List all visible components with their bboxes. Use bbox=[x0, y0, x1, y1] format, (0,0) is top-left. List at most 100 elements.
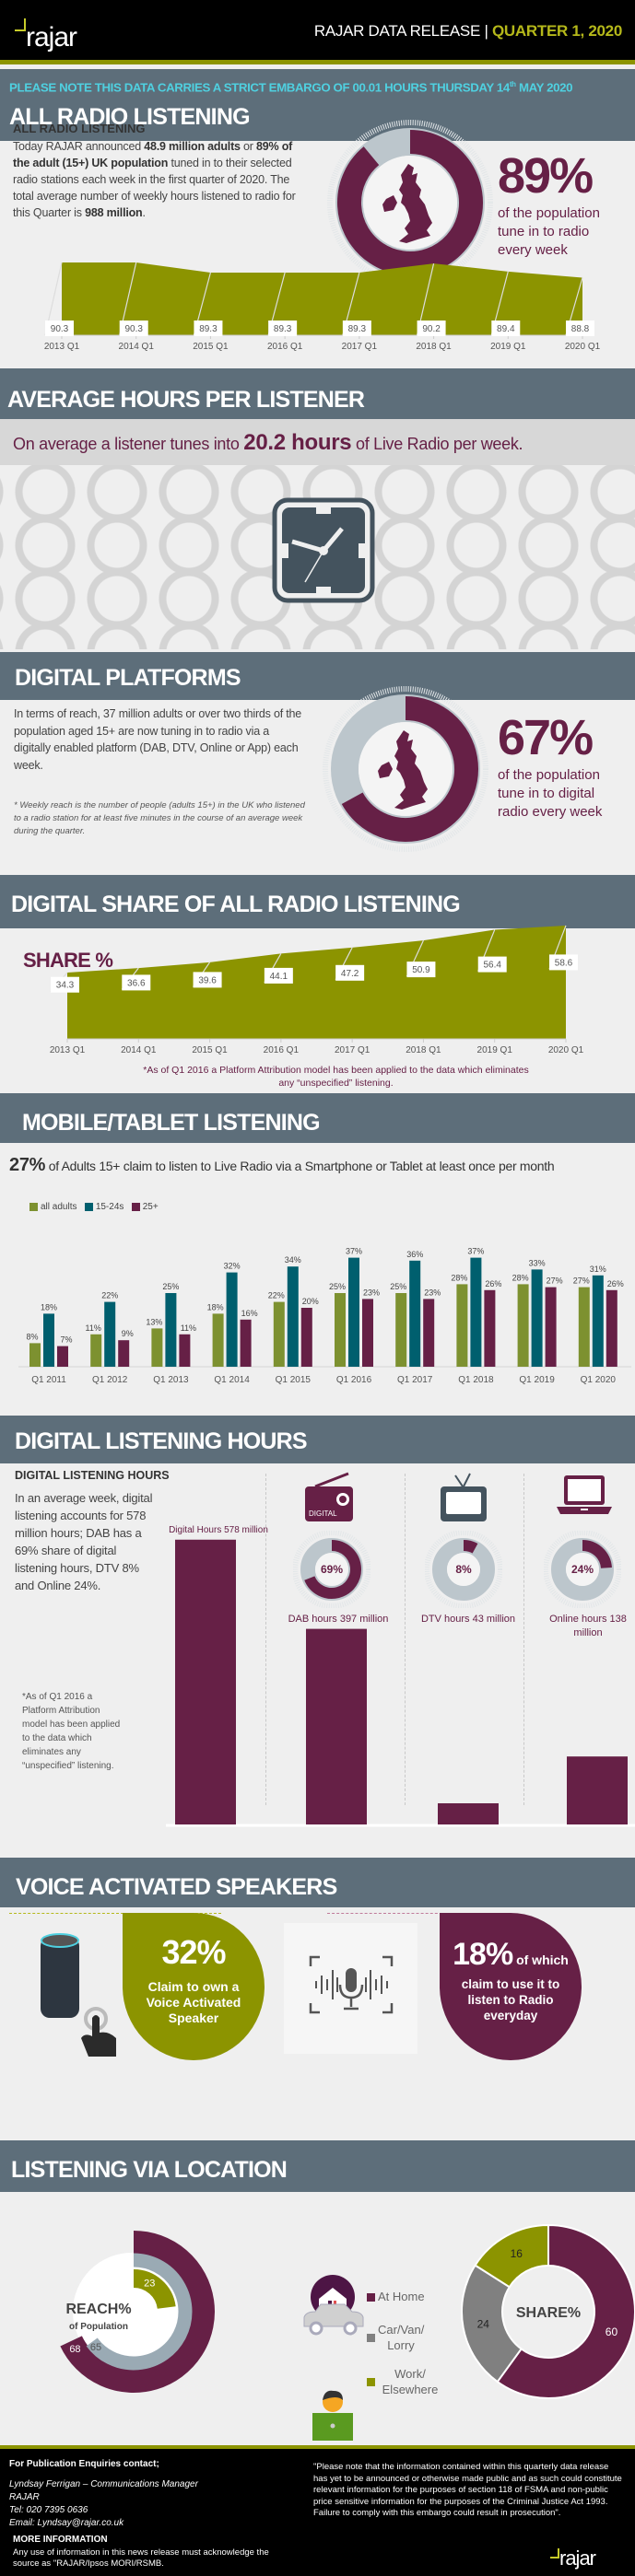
bar-value-label: 8% bbox=[26, 1332, 38, 1341]
ring-texture bbox=[323, 686, 488, 852]
hours-bar bbox=[306, 1628, 367, 1824]
bar-value-label: 37% bbox=[346, 1247, 362, 1256]
data-label-box bbox=[342, 321, 371, 336]
divider-olive bbox=[9, 1913, 221, 1914]
contact-tel[interactable]: Tel: 020 7395 0636 bbox=[9, 2505, 88, 2515]
x-tick-label: Q1 2016 bbox=[336, 1375, 372, 1385]
bar-value-label: 18% bbox=[41, 1302, 57, 1311]
bar-25- bbox=[300, 1308, 312, 1367]
average-hours-strip: On average a listener tunes into 20.2 ho… bbox=[0, 419, 635, 465]
digital-reach-caption: of the population tune in to digital rad… bbox=[498, 767, 603, 820]
bar-all-adults bbox=[578, 1287, 590, 1367]
hours-label: Online hours 138 bbox=[549, 1614, 627, 1625]
bar-legend: all adults 15-24s 25+ bbox=[29, 1202, 159, 1212]
location-share-chart: 60 24 16 SHARE% bbox=[461, 2223, 635, 2399]
bar-value-label: 18% bbox=[207, 1302, 224, 1311]
tv-icon bbox=[441, 1473, 487, 1521]
bar-15-24s bbox=[531, 1269, 543, 1367]
reach-arc-work-elsewhere bbox=[133, 2269, 176, 2310]
bar-25- bbox=[545, 1287, 557, 1367]
header: rajar RAJAR DATA RELEASE | QUARTER 1, 20… bbox=[0, 0, 635, 64]
digital-hours-footnote: *As of Q1 2016 a Platform Attribution mo… bbox=[22, 1692, 121, 1771]
bar-15-24s bbox=[470, 1257, 482, 1367]
section-band-digital-hours: DIGITAL LISTENING HOURS bbox=[0, 1416, 635, 1463]
data-label: 44.1 bbox=[270, 972, 288, 982]
bar-25- bbox=[362, 1299, 373, 1367]
more-info-heading: MORE INFORMATION bbox=[13, 2535, 108, 2545]
section-title: DIGITAL PLATFORMS bbox=[15, 665, 241, 691]
logo-mark-icon bbox=[15, 18, 26, 31]
x-tick-label: 2015 Q1 bbox=[193, 342, 229, 352]
highlight-hours: 988 million bbox=[85, 206, 143, 219]
share-slice-work-elsewhere bbox=[474, 2223, 549, 2289]
bar-15-24s bbox=[592, 1275, 604, 1367]
bar-value-label: 32% bbox=[224, 1262, 241, 1271]
section-title: MOBILE/TABLET LISTENING bbox=[22, 1110, 321, 1136]
legend-label: all adults bbox=[41, 1202, 77, 1212]
bar-value-label: 26% bbox=[607, 1279, 624, 1288]
bar-value-label: 22% bbox=[101, 1291, 118, 1300]
x-tick-label: Q1 2018 bbox=[458, 1375, 494, 1385]
bar-15-24s bbox=[287, 1266, 299, 1367]
embargo-text-end: MAY 2020 bbox=[515, 80, 573, 95]
bar-value-label: 33% bbox=[529, 1258, 546, 1267]
section-band-digital-share: DIGITAL SHARE OF ALL RADIO LISTENING bbox=[0, 875, 635, 928]
hours-label-cont: million bbox=[573, 1627, 602, 1638]
section-title: AVERAGE HOURS PER LISTENER bbox=[7, 387, 365, 413]
footer: For Publication Enquiries contact; Lynds… bbox=[0, 2445, 635, 2576]
data-label-box bbox=[193, 972, 222, 988]
data-label-box bbox=[491, 321, 521, 336]
bar-15-24s bbox=[348, 1257, 359, 1367]
legend-item-25-plus: 25+ bbox=[131, 1202, 159, 1212]
data-label-box bbox=[51, 976, 79, 993]
data-label: 90.3 bbox=[124, 324, 143, 334]
hours-value: 20.2 hours bbox=[243, 430, 352, 455]
section-title: LISTENING VIA LOCATION bbox=[11, 2157, 288, 2183]
embargo-notice: PLEASE NOTE THIS DATA CARRIES A STRICT E… bbox=[9, 80, 573, 95]
reach-arc-at-home bbox=[60, 2231, 215, 2393]
data-label: 58.6 bbox=[555, 958, 573, 968]
ring-texture bbox=[425, 1531, 502, 1608]
ring-center bbox=[566, 1553, 599, 1586]
bar-value-label: 7% bbox=[60, 1335, 72, 1345]
mobile-bar-chart: 8% 18% 7% Q1 2011 11% 22% 9% Q1 2012 13% 25% 11% Q1… bbox=[18, 1247, 631, 1385]
x-tick-label: Q1 2020 bbox=[581, 1375, 617, 1385]
share-title: SHARE% bbox=[516, 2305, 581, 2321]
all-radio-subheading: ALL RADIO LISTENING bbox=[13, 122, 146, 135]
bar-value-label: 36% bbox=[406, 1250, 423, 1259]
digital-share-area-chart: 2013 Q1 34.3 2014 Q1 36.6 2015 Q1 39.6 2016 Q1… bbox=[50, 925, 584, 1055]
x-tick-label: Q1 2015 bbox=[276, 1375, 312, 1385]
x-tick-label: 2013 Q1 bbox=[44, 342, 80, 352]
bar-all-adults bbox=[395, 1293, 407, 1367]
data-label-box bbox=[566, 321, 594, 336]
bar-25- bbox=[179, 1334, 191, 1367]
bar-15-24s bbox=[165, 1293, 177, 1367]
bar-value-label: 28% bbox=[451, 1273, 467, 1282]
logo-text: rajar bbox=[26, 22, 77, 52]
dab-share-donut: 69% bbox=[293, 1531, 370, 1608]
average-hours-statement: On average a listener tunes into 20.2 ho… bbox=[13, 430, 523, 456]
text: Today RAJAR announced bbox=[13, 140, 145, 153]
x-tick-label: 2016 Q1 bbox=[264, 1045, 300, 1055]
bar-15-24s bbox=[104, 1301, 116, 1367]
data-label-box bbox=[119, 321, 148, 336]
section-title: DIGITAL SHARE OF ALL RADIO LISTENING bbox=[11, 892, 461, 917]
digital-radio-icon: DIGITAL bbox=[305, 1472, 353, 1521]
footer-rajar-logo: rajar bbox=[550, 2547, 624, 2572]
legend-item-all-adults: all adults bbox=[29, 1202, 76, 1212]
own-speaker-text: Claim to own a Voice Activated Speaker bbox=[146, 1979, 241, 2025]
highlight-population: 89% of the adult (15+) UK population bbox=[13, 140, 293, 169]
data-label-box bbox=[45, 321, 74, 336]
divider-purple bbox=[327, 1913, 447, 1914]
bar-25- bbox=[484, 1289, 496, 1367]
share-value-label: 16 bbox=[511, 2247, 523, 2260]
hand-pointer-icon bbox=[81, 2015, 116, 2057]
data-label: 36.6 bbox=[127, 978, 146, 988]
legend-item-car: Car/Van/ Lorry bbox=[367, 2322, 424, 2353]
separator: | bbox=[484, 22, 488, 40]
x-tick-label: 2019 Q1 bbox=[490, 342, 526, 352]
contact-email[interactable]: Email: Lyndsay@rajar.co.uk bbox=[9, 2518, 124, 2528]
data-label-box bbox=[194, 321, 223, 336]
bar-value-label: 9% bbox=[122, 1329, 134, 1338]
